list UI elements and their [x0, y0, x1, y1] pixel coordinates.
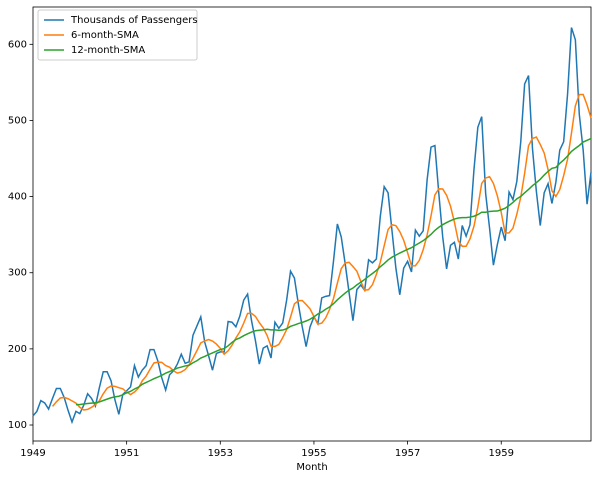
series-line — [32, 27, 592, 425]
x-tick-label: 1951 — [114, 448, 139, 459]
y-tick-label: 300 — [8, 268, 27, 279]
legend-label: 12-month-SMA — [71, 45, 145, 56]
series-line — [75, 137, 592, 406]
legend: Thousands of Passengers 6-month-SMA 12-mon… — [37, 9, 198, 61]
legend-label: Thousands of Passengers — [70, 15, 198, 26]
series-line — [51, 93, 592, 411]
x-tick-label: 1957 — [395, 448, 420, 459]
x-axis-label: Month — [296, 462, 327, 473]
plot-frame — [32, 6, 592, 442]
legend-label: 6-month-SMA — [71, 30, 139, 41]
x-tick-label: 1959 — [489, 448, 514, 459]
x-tick-label: 1949 — [20, 448, 45, 459]
y-tick-label: 500 — [8, 115, 27, 126]
legend-box — [37, 9, 198, 61]
x-tick-label: 1953 — [208, 448, 233, 459]
x-tick-label: 1955 — [301, 448, 326, 459]
y-tick-label: 100 — [8, 420, 27, 431]
y-tick-label: 200 — [8, 344, 27, 355]
y-tick-label: 600 — [8, 39, 27, 50]
y-tick-label: 400 — [8, 192, 27, 203]
